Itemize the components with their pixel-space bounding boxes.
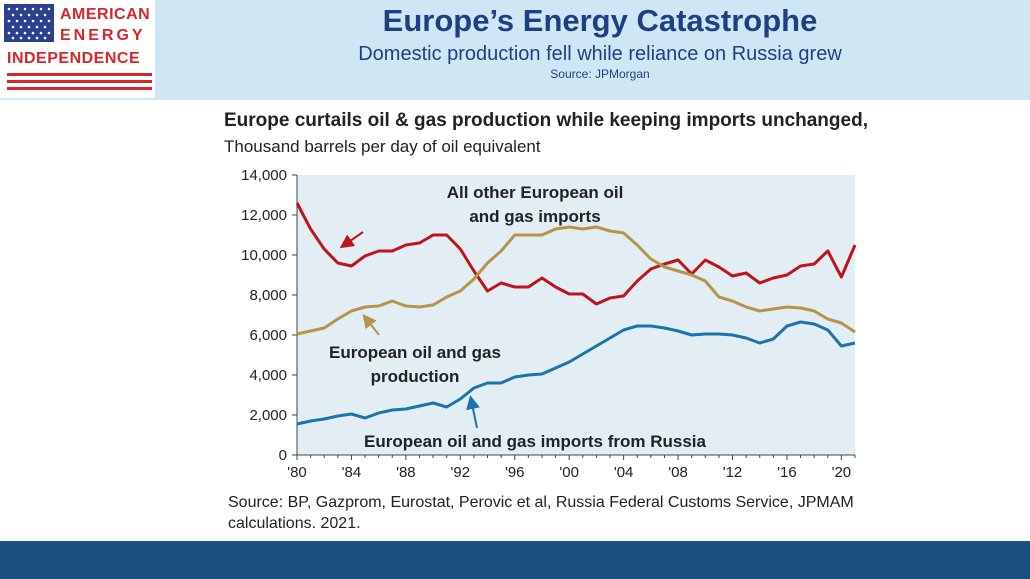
label-russia-imports: European oil and gas imports from Russia (364, 432, 706, 451)
x-tick-label: '20 (832, 464, 852, 481)
x-tick-label: '92 (451, 464, 471, 481)
line-chart: 02,0004,0006,0008,00010,00012,00014,000 … (241, 167, 857, 481)
line-russia-imports (296, 320, 856, 426)
x-tick-label: '88 (396, 464, 416, 481)
arrow-russia-imports (466, 395, 480, 429)
label-production: European oil and gas (329, 343, 501, 362)
logo-text-energy: ENERGY (60, 27, 146, 44)
label-production: production (371, 367, 460, 386)
line-production (296, 225, 856, 336)
x-tick-label: '96 (505, 464, 525, 481)
chart-source-note: Source: BP, Gazprom, Eurostat, Perovic e… (228, 494, 854, 532)
header-banner: AMERICAN ENERGY INDEPENDENCE Europe’s En… (0, 0, 1030, 100)
label-other-imports: All other European oil (447, 183, 624, 202)
label-other-imports: and gas imports (469, 207, 600, 226)
us-flag-icon (4, 4, 54, 42)
chart-title-units: Thousand barrels per day of oil equivale… (224, 137, 541, 156)
x-axis: '80 '84 '88 '92 '96 '00 '04 '08 '12 '16 '20 (287, 454, 856, 481)
x-tick-label: '80 (287, 464, 307, 481)
series-labels: All other European oil and gas imports Eur… (329, 183, 706, 451)
chart-series (295, 202, 857, 426)
x-tick-label: '08 (668, 464, 688, 481)
header-source: Source: JPMorgan (550, 67, 650, 81)
arrow-other-imports (339, 231, 364, 249)
x-tick-label: '04 (614, 464, 634, 481)
y-tick-label: 2,000 (249, 407, 287, 424)
y-tick-label: 0 (279, 447, 287, 464)
logo-text-independence: INDEPENDENCE (7, 50, 141, 67)
x-tick-label: '12 (723, 464, 743, 481)
arrow-production (362, 313, 380, 336)
y-tick-label: 8,000 (249, 287, 287, 304)
x-tick-label: '16 (777, 464, 797, 481)
y-tick-label: 6,000 (249, 327, 287, 344)
y-axis: 0 2,000 4,000 6,000 8,000 10,000 12,000 14,000 (241, 167, 298, 464)
plot-area (297, 175, 855, 455)
y-tick-label: 10,000 (241, 247, 287, 264)
line-other-imports (295, 202, 857, 306)
logo-stripes (7, 73, 152, 94)
logo-text-american: AMERICAN (60, 6, 151, 23)
aei-logo[interactable]: AMERICAN ENERGY INDEPENDENCE (0, 0, 155, 98)
chart-title-bold: Europe curtails oil & gas production whi… (224, 110, 868, 131)
y-tick-label: 12,000 (241, 207, 287, 224)
y-tick-label: 14,000 (241, 167, 287, 184)
y-tick-label: 4,000 (249, 367, 287, 384)
page-subtitle: Domestic production fell while reliance … (358, 43, 842, 65)
x-tick-label: '84 (342, 464, 362, 481)
chart-title: Europe curtails oil & gas production whi… (224, 108, 924, 160)
footer-bar (0, 541, 1030, 579)
label-arrows (339, 231, 480, 429)
x-tick-label: '00 (559, 464, 579, 481)
page-title: Europe’s Energy Catastrophe (382, 3, 818, 38)
